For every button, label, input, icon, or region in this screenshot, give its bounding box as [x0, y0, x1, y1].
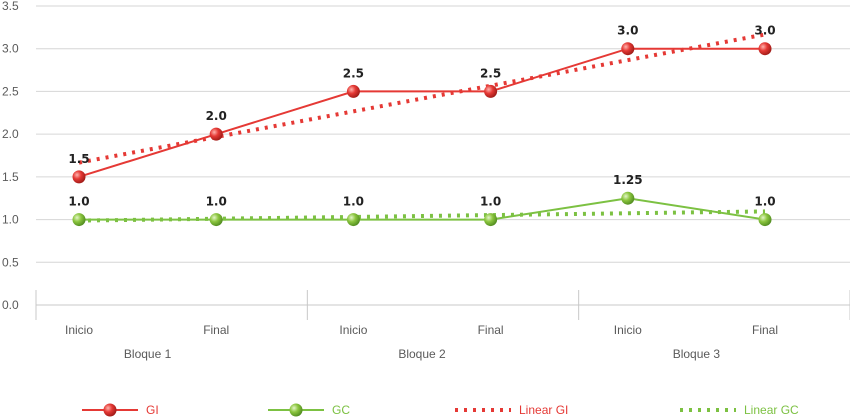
point-gc: [758, 213, 772, 227]
data-label-gi: 3.0: [617, 24, 638, 38]
trendline-gi: [78, 32, 766, 165]
point-gc: [72, 213, 86, 227]
y-tick-label: 3.5: [2, 0, 19, 13]
series: [72, 42, 772, 227]
y-tick-label: 2.0: [2, 127, 19, 141]
series-line-gi: [78, 47, 765, 178]
legend: GI GC Linear GI Linear GC: [82, 403, 799, 417]
legend-swatch-marker: [289, 403, 303, 417]
point-gi: [758, 42, 772, 56]
gridlines: [36, 5, 850, 306]
point-gi: [209, 127, 223, 141]
x-axis: Inicio Final Inicio Final Inicio Final Bloque …: [35, 290, 850, 361]
x-tick-label: Inicio: [65, 323, 93, 337]
data-label-gc: 1.0: [206, 195, 227, 209]
point-gi: [621, 42, 635, 56]
data-label-gi: 2.5: [343, 66, 364, 80]
data-label-gi: 2.0: [206, 109, 227, 123]
y-tick-label: 0.0: [2, 298, 19, 312]
x-tick-label: Final: [478, 323, 504, 337]
y-tick-label: 1.0: [2, 213, 19, 227]
trendlines: [78, 32, 766, 223]
x-tick-label: Final: [203, 323, 229, 337]
data-label-gc: 1.0: [480, 195, 501, 209]
data-labels: 1.5 2.0 2.5 2.5 3.0 3.0 1.0 1.0 1.0 1.0 1.25 1.0: [68, 24, 775, 209]
y-tick-label: 2.5: [2, 84, 19, 98]
data-label-gi: 2.5: [480, 66, 501, 80]
legend-swatch-marker: [103, 403, 117, 417]
data-label-gc: 1.0: [754, 195, 775, 209]
legend-item-linear-gc: Linear GC: [680, 403, 799, 417]
data-label-gc: 1.0: [68, 195, 89, 209]
point-gi: [346, 84, 360, 98]
trendline-gc: [78, 209, 766, 223]
y-tick-label: 1.5: [2, 170, 19, 184]
legend-label: Linear GI: [519, 403, 568, 417]
y-tick-label: 3.0: [2, 42, 19, 56]
point-gc: [209, 213, 223, 227]
legend-item-gi: GI: [82, 403, 159, 417]
y-tick-label: 0.5: [2, 255, 19, 269]
data-label-gi: 3.0: [754, 24, 775, 38]
x-tick-label: Inicio: [339, 323, 367, 337]
point-gc: [346, 213, 360, 227]
x-tick-label: Final: [752, 323, 778, 337]
legend-item-gc: GC: [268, 403, 350, 417]
data-label-gc: 1.25: [613, 173, 643, 187]
point-gc: [621, 191, 635, 205]
legend-label: GC: [332, 403, 350, 417]
legend-item-linear-gi: Linear GI: [455, 403, 568, 417]
point-gi: [72, 170, 86, 184]
group-label: Bloque 3: [673, 347, 721, 361]
group-label: Bloque 1: [124, 347, 172, 361]
data-label-gi: 1.5: [68, 152, 89, 166]
point-gi: [484, 84, 498, 98]
series-line-gc: [79, 197, 766, 221]
y-axis: 0.0 0.5 1.0 1.5 2.0 2.5 3.0 3.5: [2, 0, 19, 312]
point-gc: [484, 213, 498, 227]
data-label-gc: 1.0: [343, 195, 364, 209]
legend-label: GI: [146, 403, 159, 417]
x-tick-label: Inicio: [614, 323, 642, 337]
legend-label: Linear GC: [744, 403, 799, 417]
group-label: Bloque 2: [398, 347, 446, 361]
